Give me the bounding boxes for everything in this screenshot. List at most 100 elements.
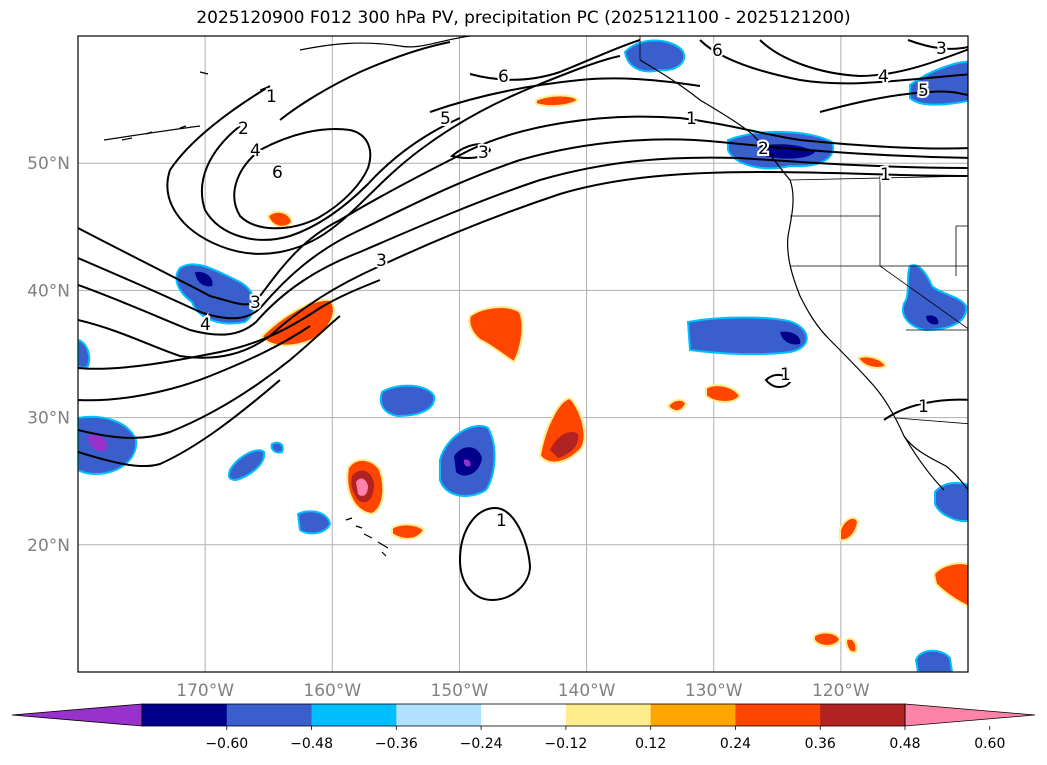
contour-label: 1 [780,365,791,385]
islands-misc [121,71,271,141]
contour-label: 4 [200,315,211,335]
precip-neg-strong [195,271,213,287]
north-america-coast [639,59,968,491]
contour-label: 1 [266,87,277,107]
pv-contour [449,143,492,159]
colorbar-segment [311,704,397,726]
pv-contour [233,128,372,230]
contour-label: 3 [478,143,489,163]
precip-neg-strong [780,331,801,345]
longitude-labels: 170°W 160°W 150°W 140°W 130°W 120°W [176,681,870,701]
precip-neg-region [934,481,968,522]
colorbar-extend-high [904,703,1036,727]
colorbar-segment [565,704,652,726]
precip-pos-region [813,631,842,647]
lon-tick-label: 170°W [176,681,234,701]
colorbar-tick-label: 0.48 [889,736,920,752]
contour-label: 2 [238,119,249,139]
precip-pos-region [932,562,968,608]
pv-contour [78,315,341,439]
contour-label: 6 [712,41,723,61]
pv-contour [699,39,968,85]
precip-neg-region [914,649,954,672]
colorbar: −0.60 −0.48 −0.36 −0.24 −0.12 0.12 0.24 0.36 0.4… [11,703,1036,752]
pv-contour [78,279,381,370]
colorbar-segment [142,704,228,726]
pv-contour [819,90,968,113]
lat-tick-label: 20°N [27,536,70,556]
precip-neg-extreme [88,434,107,452]
pv-contour [78,138,968,320]
contour-label: 2 [758,139,769,159]
contour-label: 5 [918,81,929,101]
precip-pos-region [666,398,688,412]
precip-neg-region [227,449,266,482]
contour-label: 5 [440,109,451,129]
precip-neg-strong [926,315,939,325]
latitude-labels: 50°N 40°N 30°N 20°N [27,154,70,556]
contour-labels: 1 2 4 6 5 3 6 6 3 4 5 1 2 1 3 3 4 1 1 1 [198,37,949,533]
pv-contour [907,39,968,50]
pv-contour [78,325,311,402]
colorbar-segment [650,704,736,726]
precip-pos-extreme [356,478,368,496]
precip-neg-extreme [463,459,471,467]
coastlines [103,36,968,557]
colorbar-segment [735,704,821,726]
pv-contours [78,39,968,602]
pv-contour [759,39,968,78]
pv-contour [279,41,451,121]
lon-tick-label: 120°W [812,681,870,701]
pv-contour [200,117,461,241]
precip-pos-region [856,355,888,369]
contour-label: 1 [880,165,891,185]
precip-pos-region [705,384,742,403]
contour-label: 3 [376,251,387,271]
baja-coast [903,435,945,491]
colorbar-segment [820,704,906,726]
contour-label: 3 [250,293,261,313]
pv-contour [78,156,968,336]
precip-pos-region [839,516,860,542]
us-canada-border [789,175,968,181]
precip-neg-region [909,60,968,106]
precip-pos-region [266,210,294,228]
colorbar-tick-label: 0.60 [974,736,1005,752]
political-borders [639,36,968,425]
colorbar-tick-label: 0.12 [635,736,666,752]
precip-fields [78,39,968,672]
contour-label: 4 [250,141,261,161]
pv-contour [78,379,281,468]
precip-neg-region [296,510,332,535]
map-frame [77,35,969,673]
colorbar-extend-low [11,703,143,727]
lat-tick-label: 30°N [27,409,70,429]
lon-tick-label: 160°W [303,681,361,701]
colorbar-tick-label: −0.48 [290,736,333,752]
contour-label: 1 [686,109,697,129]
contour-label: 1 [918,397,929,417]
precip-neg-region [686,316,808,356]
colorbar-tick-label: −0.36 [375,736,418,752]
contour-label: 6 [498,67,509,87]
precip-neg-region [175,263,256,325]
precip-neg-region [623,39,686,73]
contour-label: 3 [936,39,947,59]
lat-tick-label: 50°N [27,154,70,174]
precip-neg-region [379,384,436,418]
pv-contour [764,374,792,388]
lon-tick-label: 130°W [685,681,743,701]
precip-pos-region [391,523,426,540]
colorbar-outline [141,703,906,727]
map-title: 2025120900 F012 300 hPa PV, precipitatio… [196,8,851,28]
contour-label: 4 [878,67,889,87]
colorbar-tick-label: −0.24 [460,736,503,752]
colorbar-tick-label: 0.36 [805,736,836,752]
state-border [790,176,968,331]
hawaii-islands [345,517,389,557]
pv-contour [469,39,641,81]
contour-label: 1 [496,511,507,531]
us-mexico-border [895,417,968,425]
colorbar-segment [226,704,313,726]
lon-tick-label: 140°W [558,681,616,701]
